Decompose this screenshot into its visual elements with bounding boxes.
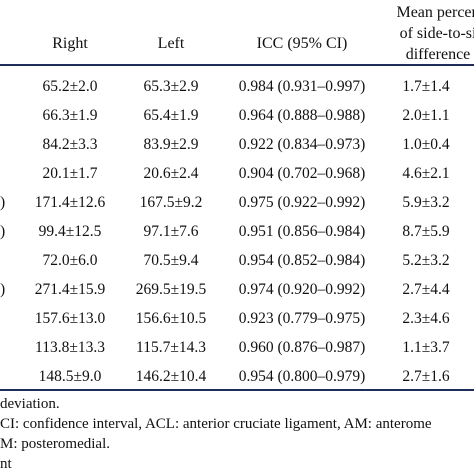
cell-icc: 0.904 (0.702–0.968): [238, 165, 366, 182]
cell-left: 70.5±9.4: [143, 252, 199, 269]
cell-icc: 0.954 (0.852–0.984): [238, 252, 366, 269]
footnote-line: nt: [0, 456, 12, 472]
header-mean-line3: difference: [405, 46, 471, 63]
cell-right: 84.2±3.3: [42, 136, 98, 153]
table-row: 157.6±13.0 156.6±10.5 0.923 (0.779–0.975) 2…: [0, 303, 474, 334]
cell-icc: 0.954 (0.800–0.979): [238, 368, 366, 385]
cell-left: 115.7±14.3: [136, 339, 206, 356]
cell-mean: 8.7±5.9: [402, 223, 450, 240]
bottom-rule: [0, 389, 474, 391]
header-right: Right: [52, 35, 88, 52]
cell-icc: 0.922 (0.834–0.973): [238, 136, 366, 153]
table-footnotes: deviation. CI: confidence interval, ACL:…: [0, 394, 474, 474]
table-row: 20.1±1.7 20.6±2.4 0.904 (0.702–0.968) 4.6±2…: [0, 158, 474, 189]
header-rule: [0, 64, 474, 66]
cell-mean: 4.6±2.1: [402, 165, 450, 182]
row-mark: ): [0, 194, 6, 211]
header-icc: ICC (95% CI): [256, 35, 348, 52]
footnote-line: CI: confidence interval, ACL: anterior c…: [0, 416, 432, 432]
cell-right: 72.0±6.0: [42, 252, 98, 269]
table-row: ) 271.4±15.9 269.5±19.5 0.974 (0.920–0.992)…: [0, 274, 474, 305]
cell-icc: 0.975 (0.922–0.992): [238, 194, 366, 211]
cell-left: 65.3±2.9: [143, 78, 199, 95]
header-mean-percent: Mean percen of side-to-si difference: [378, 2, 474, 65]
header-mean-line1: Mean percen: [396, 4, 474, 21]
table-row: 113.8±13.3 115.7±14.3 0.960 (0.876–0.987) 1…: [0, 332, 474, 363]
table-row: ) 171.4±12.6 167.5±9.2 0.975 (0.922–0.992) 5…: [0, 187, 474, 218]
cell-right: 171.4±12.6: [34, 194, 106, 211]
cell-right: 66.3±1.9: [42, 107, 98, 124]
row-mark: ): [0, 223, 6, 240]
cell-mean: 1.7±1.4: [402, 78, 450, 95]
cell-mean: 1.0±0.4: [402, 136, 450, 153]
header-left: Left: [157, 35, 185, 52]
cell-icc: 0.984 (0.931–0.997): [238, 78, 366, 95]
cell-left: 269.5±19.5: [135, 281, 207, 298]
cell-right: 65.2±2.0: [42, 78, 98, 95]
cell-left: 156.6±10.5: [135, 310, 207, 327]
footnote-line: M: posteromedial.: [0, 436, 110, 452]
cell-right: 157.6±13.0: [34, 310, 106, 327]
cell-mean: 2.0±1.1: [402, 107, 450, 124]
cell-icc: 0.951 (0.856–0.984): [238, 223, 366, 240]
cell-left: 20.6±2.4: [143, 165, 199, 182]
cell-mean: 5.9±3.2: [402, 194, 450, 211]
cell-right: 113.8±13.3: [35, 339, 105, 356]
cell-mean: 2.7±1.6: [402, 368, 450, 385]
cell-icc: 0.923 (0.779–0.975): [238, 310, 366, 327]
cell-right: 148.5±9.0: [38, 368, 102, 385]
table-row: 84.2±3.3 83.9±2.9 0.922 (0.834–0.973) 1.0±0…: [0, 129, 474, 160]
footnote-line: deviation.: [0, 396, 60, 412]
cell-icc: 0.964 (0.888–0.988): [238, 107, 366, 124]
cell-icc: 0.960 (0.876–0.987): [238, 339, 366, 356]
cell-right: 99.4±12.5: [38, 223, 102, 240]
table-row: 66.3±1.9 65.4±1.9 0.964 (0.888–0.988) 2.0±1…: [0, 100, 474, 131]
cell-left: 83.9±2.9: [143, 136, 199, 153]
table-row: 72.0±6.0 70.5±9.4 0.954 (0.852–0.984) 5.2±3…: [0, 245, 474, 276]
cell-mean: 1.1±3.7: [402, 339, 450, 356]
cell-right: 20.1±1.7: [42, 165, 98, 182]
cell-left: 97.1±7.6: [143, 223, 199, 240]
cell-left: 65.4±1.9: [143, 107, 199, 124]
cell-mean: 2.3±4.6: [402, 310, 450, 327]
table-row: 148.5±9.0 146.2±10.4 0.954 (0.800–0.979) 2.…: [0, 361, 474, 392]
cell-icc: 0.974 (0.920–0.992): [238, 281, 366, 298]
cell-left: 146.2±10.4: [135, 368, 207, 385]
table-row: 65.2±2.0 65.3±2.9 0.984 (0.931–0.997) 1.7±1…: [0, 71, 474, 102]
row-mark: ): [0, 281, 6, 298]
cell-left: 167.5±9.2: [139, 194, 203, 211]
header-mean-line2: of side-to-si: [399, 25, 474, 42]
cell-right: 271.4±15.9: [34, 281, 106, 298]
cell-mean: 2.7±4.4: [402, 281, 450, 298]
cell-mean: 5.2±3.2: [402, 252, 450, 269]
table-row: ) 99.4±12.5 97.1±7.6 0.951 (0.856–0.984) 8.7…: [0, 216, 474, 247]
